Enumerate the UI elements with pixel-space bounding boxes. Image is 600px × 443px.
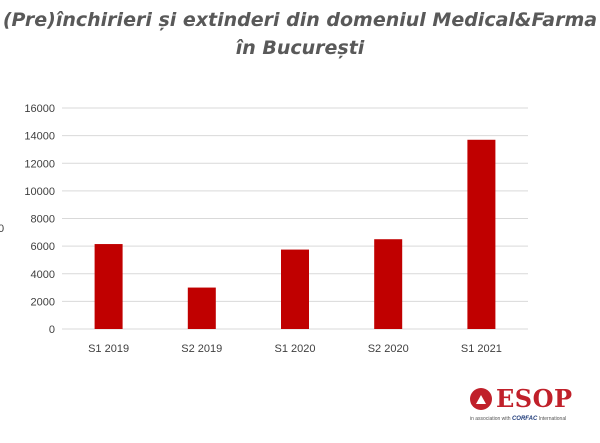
x-tick-label: S2 2019 bbox=[181, 343, 222, 355]
logo-tagline-suffix: International bbox=[538, 416, 567, 422]
y-tick-label: 4000 bbox=[31, 269, 55, 281]
y-tick-label: 8000 bbox=[31, 214, 55, 226]
x-tick-label: S1 2019 bbox=[88, 343, 129, 355]
y-tick-label: 6000 bbox=[31, 241, 55, 253]
x-tick-label: S1 2020 bbox=[275, 343, 316, 355]
y-axis-label-fragment: 0 bbox=[0, 223, 4, 235]
esop-logo-icon bbox=[470, 388, 492, 410]
logo-tagline: in association with CORFAC International bbox=[470, 416, 566, 422]
bar-s2-2019 bbox=[187, 287, 216, 329]
chart-title-line-1: (Pre)închirieri și extinderi din domeniu… bbox=[2, 9, 598, 31]
bars bbox=[94, 139, 496, 329]
logo-name: ESOP bbox=[496, 384, 573, 413]
bar-s1-2021 bbox=[467, 139, 496, 329]
y-axis-ticks: 16000 14000 12000 10000 8000 6000 4000 2000 0 bbox=[24, 103, 55, 336]
x-tick-label: S1 2021 bbox=[461, 343, 502, 355]
y-tick-label: 12000 bbox=[24, 158, 55, 170]
y-tick-label: 14000 bbox=[24, 131, 55, 143]
logo-tagline-prefix: in association with bbox=[470, 416, 511, 422]
bar-s2-2020 bbox=[374, 239, 403, 329]
chart-title: (Pre)închirieri și extinderi din domeniu… bbox=[0, 6, 600, 62]
chart-title-line-2: în București bbox=[235, 37, 365, 59]
y-tick-label: 10000 bbox=[24, 186, 55, 198]
esop-logo: ESOP in association with CORFAC Internat… bbox=[470, 384, 573, 432]
bar-s1-2019 bbox=[94, 244, 123, 329]
y-tick-label: 2000 bbox=[31, 296, 55, 308]
bar-s1-2020 bbox=[281, 249, 309, 329]
y-tick-label: 0 bbox=[49, 324, 55, 336]
x-axis-ticks: S1 2019 S2 2019 S1 2020 S2 2020 S1 2021 bbox=[88, 343, 502, 355]
x-tick-label: S2 2020 bbox=[368, 343, 409, 355]
y-tick-label: 16000 bbox=[24, 103, 55, 115]
logo-tagline-brand: CORFAC bbox=[511, 416, 538, 422]
